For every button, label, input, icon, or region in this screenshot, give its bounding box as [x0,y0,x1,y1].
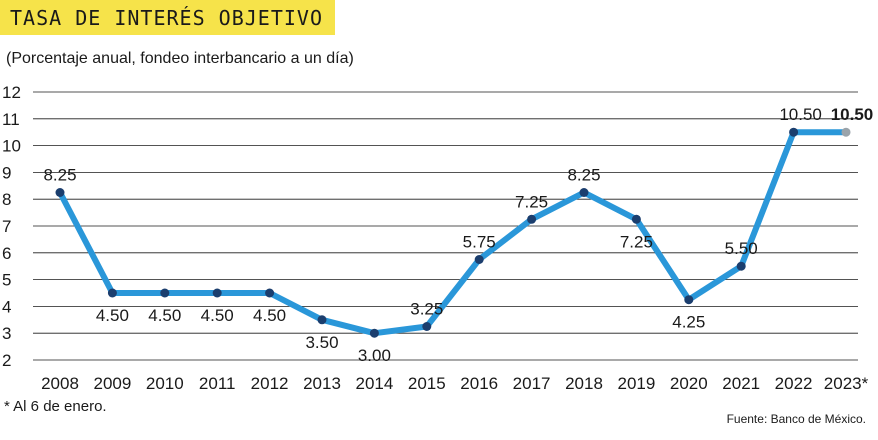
data-label: 10.50 [779,105,822,124]
data-label: 4.25 [672,313,705,332]
data-label: 3.00 [358,346,391,365]
data-label: 8.25 [567,166,600,185]
data-label: 7.25 [620,232,653,251]
x-tick-label: 2012 [251,374,289,393]
data-point [789,127,799,137]
chart-subtitle: (Porcentaje anual, fondeo interbancario … [6,50,354,67]
data-point [422,322,432,331]
data-point [527,214,537,224]
y-tick-label: 3 [2,324,11,343]
data-label: 4.50 [148,306,181,325]
data-label: 3.50 [305,333,338,352]
data-label: 8.25 [43,166,76,185]
x-tick-label: 2018 [565,374,603,393]
x-tick-label: 2014 [355,374,393,393]
x-tick-label: 2019 [617,374,655,393]
data-label: 4.50 [253,306,286,325]
y-tick-label: 9 [2,163,11,182]
chart-title: TASA DE INTERÉS OBJETIVO [10,5,323,30]
title-banner: TASA DE INTERÉS OBJETIVO [0,0,335,35]
data-point [631,214,641,224]
x-tick-label: 2015 [408,374,446,393]
data-label: 5.50 [725,239,758,258]
data-point [841,127,851,137]
x-tick-label: 2020 [670,374,708,393]
data-point [474,255,484,264]
x-tick-label: 2017 [513,374,551,393]
y-tick-label: 4 [2,297,11,316]
data-label: 3.25 [410,300,443,319]
x-tick-label: 2008 [41,374,79,393]
data-label: 4.50 [96,306,129,325]
series-line [57,129,849,337]
y-tick-label: 2 [2,351,11,370]
y-tick-label: 10 [2,137,21,156]
source-note: Fuente: Banco de México. [726,412,866,426]
y-tick-label: 8 [2,190,11,209]
data-point [212,288,222,298]
x-tick-label: 2011 [199,374,236,393]
x-tick-label: 2013 [303,374,341,393]
y-tick-label: 7 [2,217,11,236]
x-tick-label: 2021 [722,374,760,393]
data-label: 4.50 [201,306,234,325]
data-label: 10.50 [831,105,874,124]
data-label: 7.25 [515,192,548,211]
x-tick-label: 2016 [460,374,498,393]
data-point [684,295,694,305]
y-tick-label: 11 [2,110,20,129]
data-point [579,188,589,197]
data-point [317,315,327,325]
data-point [369,328,379,338]
x-tick-label: 2023* [824,374,869,393]
footnote: * Al 6 de enero. [4,398,107,415]
data-point [107,288,117,298]
x-tick-label: 2009 [93,374,131,393]
data-point [736,261,746,271]
x-tick-label: 2010 [146,374,184,393]
y-tick-label: 6 [2,244,11,263]
y-tick-label: 12 [2,83,21,102]
y-tick-label: 5 [2,271,11,290]
x-tick-label: 2022 [775,374,813,393]
data-point [265,288,275,298]
data-point [55,188,65,197]
data-point [160,288,170,298]
data-label: 5.75 [463,233,496,252]
